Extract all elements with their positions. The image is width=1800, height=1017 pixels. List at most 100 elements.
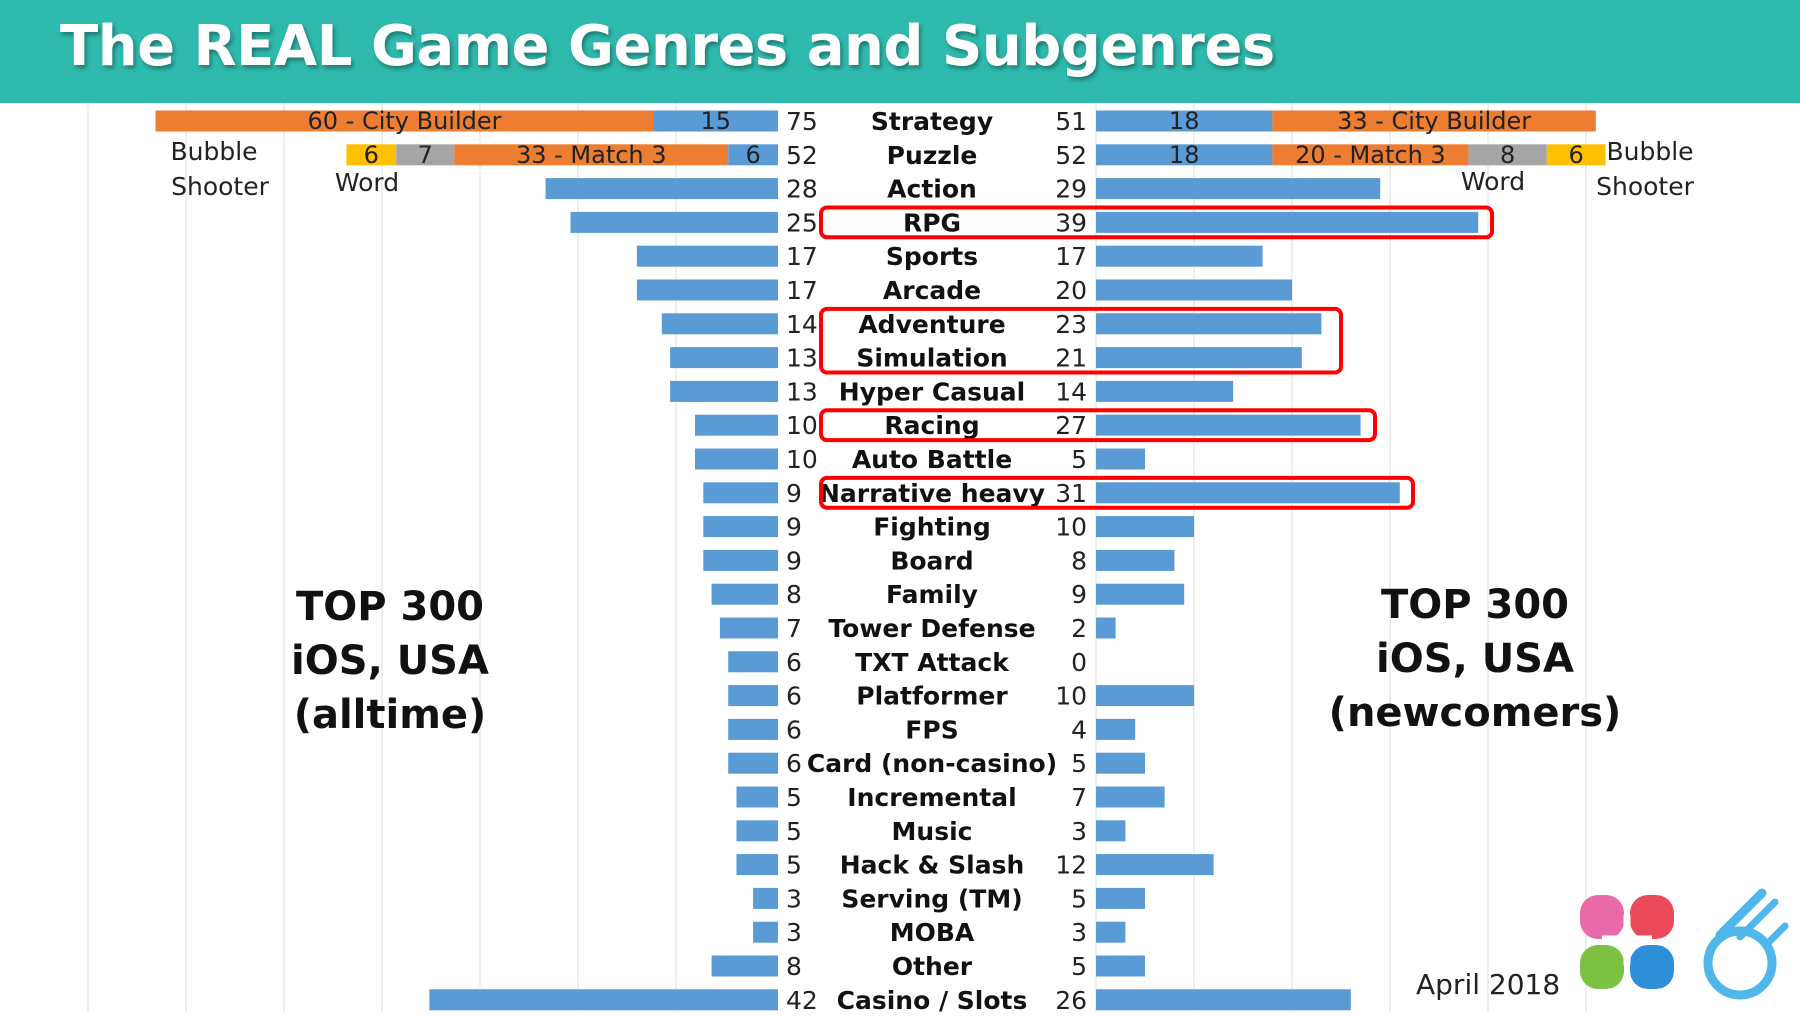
bar-alltime-segment [346,144,397,166]
bar-alltime [736,854,778,876]
value-label-newcomers: 5 [1071,445,1087,474]
value-label-alltime: 6 [786,749,802,778]
value-label-newcomers: 10 [1055,682,1087,711]
bar-alltime-segment [728,144,778,166]
segment-label: 18 [1169,141,1200,169]
bar-alltime [711,955,778,977]
right-panel-label: TOP 300 iOS, USA (newcomers) [1310,578,1640,740]
bar-alltime [703,482,778,504]
annotation-label: Shooter [171,172,269,201]
bar-newcomers [1096,414,1361,436]
bar-alltime-segment [155,110,654,132]
bar-newcomers [1096,718,1136,740]
category-label: MOBA [890,918,975,947]
left-label-line: TOP 300 [295,584,485,630]
bar-alltime [728,685,778,707]
date-label: April 2018 [1416,968,1561,1001]
value-label-newcomers: 23 [1055,310,1087,339]
category-label: Auto Battle [852,445,1012,474]
left-label-line: iOS, USA [291,638,489,684]
bar-alltime [636,245,778,267]
value-label-alltime: 17 [786,276,818,305]
value-label-alltime: 9 [786,479,802,508]
bar-alltime [695,414,778,436]
annotation-label: Bubble [170,137,257,166]
value-label-newcomers: 3 [1071,918,1087,947]
segment-label: 20 - Match 3 [1295,141,1446,169]
value-label-alltime: 14 [786,310,818,339]
bar-newcomers-segment [1546,144,1606,166]
segment-label: 18 [1169,107,1200,135]
bar-newcomers [1096,854,1214,876]
bar-alltime [636,279,778,301]
category-label: Hyper Casual [839,377,1025,406]
value-label-newcomers: 10 [1055,513,1087,542]
value-label-newcomers: 5 [1071,749,1087,778]
category-label: Racing [884,411,979,440]
bar-newcomers [1096,245,1263,267]
bar-newcomers-segment [1272,110,1596,132]
category-label: Music [892,817,973,846]
brand-logo-icon [1580,888,1789,1000]
value-label-alltime: 3 [786,918,802,947]
value-label-alltime: 25 [786,208,818,237]
bar-alltime-segment [653,110,778,132]
annotation-label: Word [1461,167,1525,196]
value-label-newcomers: 9 [1071,580,1087,609]
value-label-alltime: 13 [786,344,818,373]
bar-newcomers [1096,516,1194,538]
value-label-newcomers: 5 [1071,884,1087,913]
bar-newcomers [1096,820,1126,842]
category-label: Incremental [847,783,1016,812]
value-label-newcomers: 27 [1055,411,1087,440]
bar-alltime [728,651,778,673]
value-label-newcomers: 7 [1071,783,1087,812]
right-label-line: iOS, USA [1376,636,1574,682]
category-label: RPG [903,208,961,237]
bar-alltime [753,921,778,943]
bar-newcomers [1096,482,1400,504]
bar-alltime [736,786,778,808]
bar-newcomers [1096,752,1145,774]
category-label: Tower Defense [828,614,1035,643]
bar-alltime [719,617,778,639]
bar-newcomers [1096,955,1145,977]
right-label-line: (newcomers) [1328,690,1622,736]
category-label: Platformer [856,682,1008,711]
bar-newcomers [1096,685,1194,707]
bar-alltime [695,448,778,470]
value-label-alltime: 8 [786,580,802,609]
bar-alltime [545,178,778,200]
bar-alltime [728,752,778,774]
bar-newcomers-segment [1468,144,1547,166]
bar-alltime [670,347,778,369]
value-label-newcomers: 5 [1071,952,1087,981]
value-label-newcomers: 39 [1055,208,1087,237]
page-title: The REAL Game Genres and Subgenres [60,14,1275,79]
bar-newcomers [1096,887,1145,909]
bar-newcomers [1096,347,1302,369]
segment-label: 33 - Match 3 [516,141,667,169]
value-label-alltime: 5 [786,817,802,846]
bar-newcomers-segment [1096,144,1273,166]
bar-newcomers [1096,921,1126,943]
bar-newcomers [1096,178,1381,200]
value-label-alltime: 6 [786,715,802,744]
bar-alltime [736,820,778,842]
value-label-alltime: 42 [786,986,818,1015]
category-label: Fighting [873,513,991,542]
header-banner: The REAL Game Genres and Subgenres [0,0,1800,103]
category-label: Narrative heavy [819,479,1045,508]
value-label-newcomers: 8 [1071,546,1087,575]
category-label: Adventure [858,310,1005,339]
annotation-label: Word [335,168,399,197]
value-label-newcomers: 4 [1071,715,1087,744]
segment-label: 6 [364,141,379,169]
value-label-alltime: 17 [786,242,818,271]
segment-label: 60 - City Builder [307,107,501,135]
bar-newcomers [1096,786,1165,808]
segment-label: 7 [418,141,433,169]
value-label-newcomers: 21 [1055,344,1087,373]
bar-newcomers-segment [1272,144,1469,166]
